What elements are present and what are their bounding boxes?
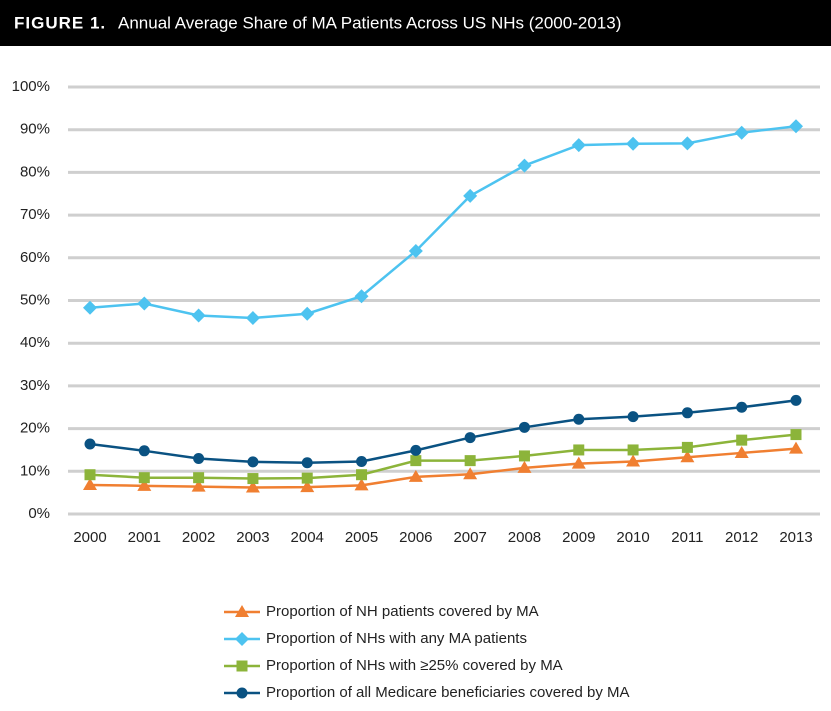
- marker: [734, 125, 749, 140]
- marker: [245, 311, 260, 326]
- marker: [789, 441, 803, 454]
- x-tick-label: 2012: [725, 529, 758, 546]
- marker: [84, 438, 96, 450]
- marker: [681, 407, 693, 419]
- marker: [789, 119, 803, 134]
- marker: [464, 432, 476, 444]
- y-tick-label: 0%: [28, 505, 50, 522]
- x-tick-label: 2008: [508, 529, 541, 546]
- marker: [83, 300, 97, 315]
- series-line: [89, 447, 797, 489]
- marker: [137, 296, 152, 311]
- marker: [681, 441, 693, 453]
- marker: [301, 472, 313, 484]
- x-tick-label: 2005: [345, 529, 378, 546]
- marker: [301, 457, 313, 469]
- marker: [138, 445, 150, 457]
- marker: [354, 289, 369, 304]
- marker: [247, 473, 259, 485]
- marker: [627, 411, 639, 423]
- y-tick-label: 40%: [20, 334, 50, 351]
- x-tick-label: 2010: [616, 529, 649, 546]
- x-tick-label: 2006: [399, 529, 432, 546]
- marker: [300, 306, 315, 321]
- x-tick-label: 2013: [779, 529, 812, 546]
- header: FIGURE 1. Annual Average Share of MA Pat…: [14, 13, 621, 32]
- y-tick-label: 60%: [20, 249, 50, 266]
- legend-label: Proportion of NHs with any MA patients: [266, 630, 527, 647]
- marker: [191, 479, 206, 492]
- x-tick-label: 2003: [236, 529, 269, 546]
- marker: [626, 454, 641, 467]
- header-bar: [0, 0, 831, 46]
- y-tick-label: 30%: [20, 377, 50, 394]
- marker: [517, 158, 532, 173]
- marker: [84, 469, 96, 481]
- marker: [680, 450, 695, 463]
- marker: [408, 469, 423, 482]
- marker: [410, 455, 422, 467]
- legend-label: Proportion of NHs with ≥25% covered by M…: [266, 657, 563, 674]
- y-tick-label: 80%: [20, 163, 50, 180]
- marker: [573, 444, 585, 456]
- marker: [464, 455, 476, 467]
- marker: [517, 460, 532, 473]
- legend-label: Proportion of all Medicare beneficiaries…: [266, 684, 630, 701]
- marker: [573, 413, 585, 425]
- marker: [463, 467, 478, 480]
- marker: [83, 477, 97, 490]
- marker: [356, 455, 368, 467]
- series-line: [89, 399, 797, 465]
- y-tick-label: 90%: [20, 121, 50, 138]
- marker: [300, 480, 315, 493]
- marker: [736, 401, 748, 413]
- marker: [408, 243, 423, 258]
- marker: [247, 456, 259, 468]
- y-tick-label: 100%: [12, 78, 50, 95]
- marker: [245, 480, 260, 493]
- marker: [354, 478, 369, 491]
- marker: [410, 444, 422, 456]
- x-tick-label: 2007: [453, 529, 486, 546]
- marker: [518, 421, 530, 433]
- x-tick-label: 2002: [182, 529, 215, 546]
- marker: [571, 138, 586, 153]
- figure-label: FIGURE 1.: [14, 13, 106, 32]
- legend-label: Proportion of NH patients covered by MA: [266, 603, 539, 620]
- chart-title: Annual Average Share of MA Patients Acro…: [118, 13, 621, 32]
- marker: [680, 136, 695, 151]
- legend-marker: [235, 632, 249, 646]
- series-line: [89, 125, 797, 320]
- legend-marker: [236, 687, 248, 699]
- marker: [191, 308, 206, 323]
- legend-marker: [236, 660, 248, 672]
- x-tick-label: 2001: [128, 529, 161, 546]
- marker: [627, 444, 639, 456]
- y-tick-label: 10%: [20, 462, 50, 479]
- x-tick-label: 2000: [73, 529, 106, 546]
- marker: [463, 188, 478, 203]
- marker: [138, 472, 150, 484]
- marker: [193, 452, 205, 464]
- y-tick-label: 20%: [20, 420, 50, 437]
- marker: [734, 445, 749, 458]
- marker: [193, 472, 205, 484]
- marker: [571, 456, 586, 469]
- marker: [137, 478, 152, 491]
- x-tick-label: 2004: [291, 529, 324, 546]
- marker: [518, 450, 530, 462]
- series-line: [89, 433, 797, 480]
- marker: [790, 394, 802, 406]
- legend-marker: [235, 605, 249, 617]
- x-tick-label: 2009: [562, 529, 595, 546]
- marker: [626, 136, 641, 151]
- marker: [356, 469, 368, 481]
- marker: [790, 429, 802, 441]
- y-tick-label: 50%: [20, 291, 50, 308]
- y-tick-label: 70%: [20, 206, 50, 223]
- marker: [736, 434, 748, 446]
- x-tick-label: 2011: [671, 529, 703, 546]
